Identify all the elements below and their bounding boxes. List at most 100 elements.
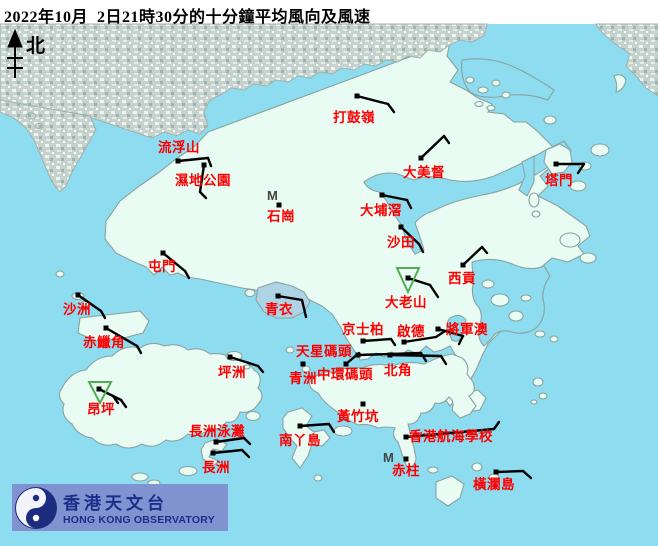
wind-barb <box>198 163 206 194</box>
wind-barb <box>97 387 123 402</box>
station: 北角 <box>384 352 448 378</box>
station-dot <box>398 224 404 230</box>
wind-barb <box>436 327 465 338</box>
station: M赤柱 <box>383 450 420 478</box>
station-label: 沙田 <box>387 235 415 250</box>
wind-barb <box>183 269 191 280</box>
wind-barb <box>494 469 525 474</box>
station-label: 昂坪 <box>87 402 115 417</box>
station-dot <box>379 192 385 198</box>
station-label: 青衣 <box>265 301 293 317</box>
wind-barb <box>135 344 143 355</box>
station-dot <box>300 361 306 367</box>
wind-barb <box>457 334 465 346</box>
station: 南丫島 <box>279 422 336 448</box>
station: 昂坪 <box>87 381 128 417</box>
maintenance-marker: M <box>383 450 394 465</box>
wind-barb <box>492 420 501 431</box>
station-dot <box>75 292 81 298</box>
station: 橫瀾島 <box>473 469 533 492</box>
wind-barb <box>119 398 128 409</box>
station-label: 長洲泳灘 <box>189 423 245 439</box>
wind-barb <box>406 276 432 287</box>
station-label: 長洲 <box>202 460 230 475</box>
station-label: 天星碼頭 <box>296 344 352 359</box>
station: 西貢 <box>448 245 489 286</box>
wind-barb <box>242 436 252 446</box>
station-dot <box>297 423 303 429</box>
station-label: 西貢 <box>448 271 476 286</box>
station: 大老山 <box>385 267 440 310</box>
station: 啟德 <box>397 323 447 345</box>
wind-barb <box>198 190 208 200</box>
hko-name-english: HONG KONG OBSERVATORY <box>63 514 215 526</box>
station-dot <box>227 354 233 360</box>
station-dot <box>360 401 366 407</box>
station: 流浮山 <box>158 139 213 168</box>
station-dot <box>160 250 166 256</box>
station-label: 京士柏 <box>342 321 384 337</box>
wind-barb <box>228 355 260 368</box>
wind-barb <box>300 298 308 319</box>
station: M 石崗 <box>266 188 295 224</box>
wind-barb <box>161 251 187 273</box>
station: 長洲泳灘 <box>189 423 252 446</box>
station-label: 香港航海學校 <box>408 428 493 444</box>
station-dot <box>435 326 441 332</box>
station-dot <box>493 469 499 475</box>
station-dot <box>210 450 216 456</box>
station-dot <box>354 93 360 99</box>
station-dot <box>403 456 409 462</box>
station-dot <box>275 293 281 299</box>
urban-mainland-china <box>0 23 658 193</box>
wind-barb <box>298 422 331 428</box>
station-label: 南丫島 <box>279 432 321 448</box>
calm-wind-triangle-icon <box>87 381 113 406</box>
station-dot <box>175 158 181 164</box>
station-dot <box>460 262 466 268</box>
wind-barb <box>76 293 103 313</box>
station-dot <box>360 338 366 344</box>
hko-logo: 香港天文台 HONG KONG OBSERVATORY <box>12 484 228 531</box>
wind-barb <box>211 448 244 455</box>
wind-barb <box>521 469 533 480</box>
station-dot <box>276 202 282 208</box>
wind-barb <box>104 326 139 348</box>
wind-barb <box>355 94 390 106</box>
north-arrow-icon <box>7 28 23 78</box>
station-label: 赤柱 <box>392 462 420 478</box>
hko-name-chinese: 香港天文台 <box>63 494 168 513</box>
station-label: 青洲 <box>289 370 317 386</box>
wind-barb <box>176 156 210 163</box>
wind-barb <box>428 283 440 299</box>
station-label: 石崗 <box>266 208 295 224</box>
station: 沙田 <box>387 224 425 254</box>
wind-barb <box>361 337 393 343</box>
station: 香港航海學校 <box>403 420 501 444</box>
station-dot <box>343 361 349 367</box>
station: 打鼓嶺 <box>333 93 396 125</box>
station-label: 中環碼頭 <box>317 366 373 382</box>
station: 塔門 <box>545 161 586 188</box>
station-label: 橫瀾島 <box>473 476 515 492</box>
station: 大美督 <box>403 134 451 180</box>
station-label: 濕地公園 <box>175 172 231 188</box>
wind-barb <box>276 294 304 302</box>
wind-barb <box>206 156 213 168</box>
station-dot <box>405 275 411 281</box>
station: 京士柏 <box>342 321 397 347</box>
station-label: 大老山 <box>385 294 427 310</box>
station-dot <box>418 155 424 161</box>
station: 大埔滘 <box>360 192 413 218</box>
station: 坪洲 <box>218 354 265 380</box>
wind-barb <box>111 394 120 405</box>
wind-barb <box>576 162 586 175</box>
station-label: 啟德 <box>397 323 425 339</box>
station: 天星碼頭 <box>296 344 428 363</box>
station-label: 赤鱲角 <box>83 334 125 350</box>
wind-barb <box>461 245 484 267</box>
calm-wind-triangle-icon <box>395 267 421 295</box>
wind-barb <box>405 198 413 210</box>
